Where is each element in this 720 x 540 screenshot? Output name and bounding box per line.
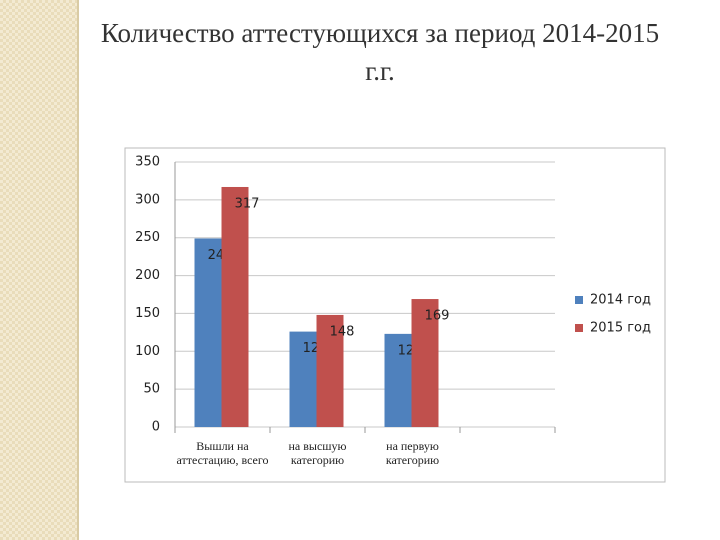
y-tick-label: 300 bbox=[135, 192, 160, 207]
data-label: 148 bbox=[330, 324, 355, 339]
bar bbox=[316, 314, 344, 427]
data-label: 169 bbox=[425, 309, 450, 324]
y-tick-label: 0 bbox=[152, 420, 160, 435]
bar bbox=[194, 238, 222, 427]
data-label: 317 bbox=[235, 196, 260, 211]
chart-title: Количество аттестующихся за период 2014-… bbox=[100, 18, 660, 86]
y-tick-label: 50 bbox=[143, 382, 160, 397]
y-tick-label: 350 bbox=[135, 155, 160, 170]
y-tick-label: 250 bbox=[135, 230, 160, 245]
decor-stripe bbox=[0, 0, 79, 540]
legend-label: 2014 год bbox=[590, 293, 651, 308]
bar bbox=[384, 333, 412, 427]
bar bbox=[221, 186, 249, 427]
bar bbox=[411, 299, 439, 427]
y-tick-label: 100 bbox=[135, 344, 160, 359]
bar bbox=[289, 331, 317, 427]
x-tick-label: на первую категорию bbox=[385, 439, 440, 467]
x-tick-label: на высшую категорию bbox=[288, 439, 347, 467]
legend-label: 2015 год bbox=[590, 321, 651, 336]
y-tick-label: 200 bbox=[135, 268, 160, 283]
legend-swatch bbox=[575, 296, 583, 304]
y-tick-label: 150 bbox=[135, 306, 160, 321]
legend-swatch bbox=[575, 324, 583, 332]
x-tick-label: Вышли на аттестацию, всего bbox=[176, 439, 269, 467]
